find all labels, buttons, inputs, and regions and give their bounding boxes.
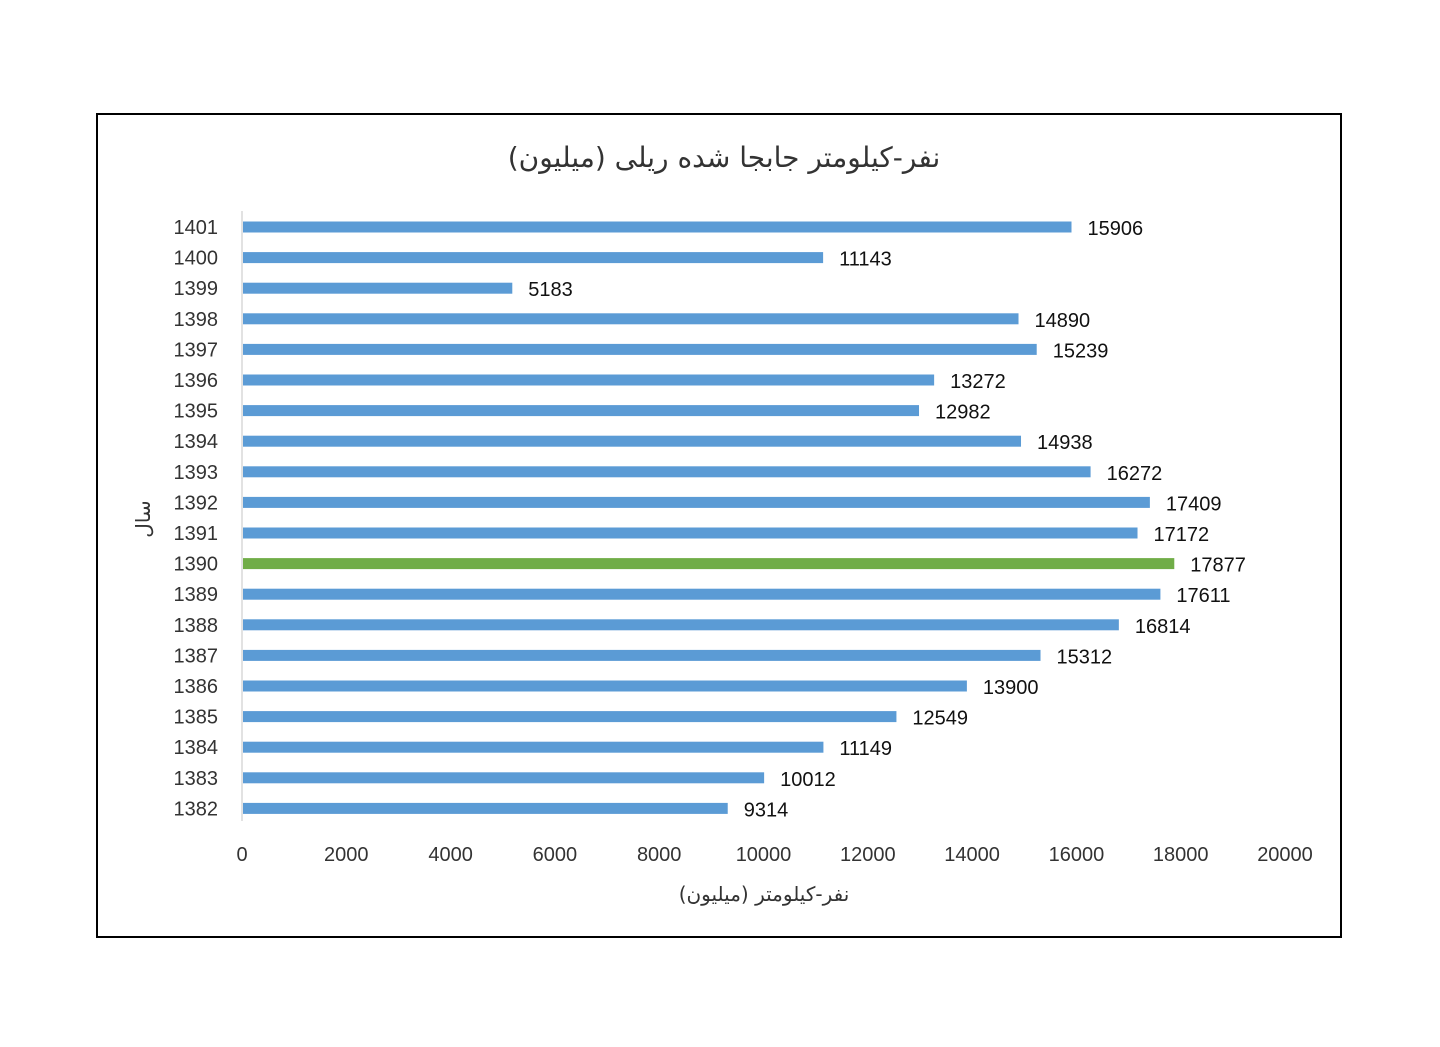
bar-1398 [243,313,1019,325]
chart-title: نفر-کیلومتر جابجا شده ریلی (میلیون) [508,141,941,174]
x-tick-label-14000: 14000 [944,844,1000,866]
y-tick-label-1401: 1401 [174,217,219,239]
data-label-1384: 11149 [839,738,892,760]
y-tick-label-1394: 1394 [174,431,219,453]
data-label-1387: 15312 [1057,646,1113,668]
bar-1397 [243,343,1037,355]
bar-1393 [243,466,1091,478]
bar-1400 [243,252,824,264]
data-label-1388: 16814 [1135,616,1191,638]
data-label-1391: 17172 [1154,524,1210,546]
data-label-1395: 12982 [935,402,991,424]
bar-1388 [243,619,1119,631]
y-axis: 1401 1400 1399 1398 1397 1396 1395 1394 1393 1392… [174,211,243,821]
data-label-1389: 17611 [1176,585,1230,607]
y-tick-label-1392: 1392 [174,492,219,514]
data-label-1400: 11143 [839,249,892,271]
x-tick-label-20000: 20000 [1257,844,1313,866]
bar-1383 [243,772,765,784]
bar-1401 [243,221,1072,233]
bar-1390 [243,558,1175,570]
bar-1384 [243,741,824,753]
y-tick-label-1400: 1400 [174,248,219,270]
data-label-1386: 13900 [983,677,1039,699]
y-tick-label-1386: 1386 [174,676,219,698]
y-tick-label-1385: 1385 [174,707,219,729]
bar-1395 [243,405,920,417]
x-tick-label-4000: 4000 [428,844,473,866]
data-label-1392: 17409 [1166,493,1222,515]
y-tick-label-1382: 1382 [174,798,219,820]
bar-1394 [243,435,1022,447]
data-label-1393: 16272 [1107,463,1163,485]
bar-1392 [243,496,1150,508]
data-label-1394: 14938 [1037,432,1093,454]
x-tick-label-18000: 18000 [1153,844,1209,866]
bar-1386 [243,680,967,692]
bar-1382 [243,802,728,814]
y-tick-label-1398: 1398 [174,309,219,331]
y-tick-label-1396: 1396 [174,370,219,392]
y-tick-label-1390: 1390 [174,554,219,576]
data-label-1385: 12549 [912,708,968,730]
y-tick-label-1399: 1399 [174,278,219,300]
x-tick-label-8000: 8000 [637,844,682,866]
data-label-1401: 15906 [1087,218,1143,240]
y-axis-title: سال [131,500,155,537]
data-label-1398: 14890 [1035,310,1091,332]
bar-chart: نفر-کیلومتر جابجا شده ریلی (میلیون) 1590… [131,141,1313,906]
x-tick-label-10000: 10000 [736,844,792,866]
x-tick-label-2000: 2000 [324,844,369,866]
data-label-1390: 17877 [1190,555,1246,577]
y-tick-label-1389: 1389 [174,584,219,606]
data-label-1399: 5183 [528,279,573,301]
y-tick-label-1391: 1391 [174,523,219,545]
bar-1387 [243,649,1041,661]
x-axis-title: نفر-کیلومتر (میلیون) [679,882,850,906]
y-tick-label-1383: 1383 [174,768,219,790]
bars-group: 15906 11143 5183 14890 15239 13272 12982 14938 1… [243,218,1246,821]
y-tick-label-1388: 1388 [174,615,219,637]
bar-1391 [243,527,1138,539]
bar-1399 [243,282,513,294]
y-tick-label-1387: 1387 [174,645,219,667]
data-label-1383: 10012 [780,769,836,791]
x-tick-label-0: 0 [236,844,247,866]
data-label-1397: 15239 [1053,340,1109,362]
chart-frame: نفر-کیلومتر جابجا شده ریلی (میلیون) 1590… [96,113,1342,938]
y-tick-label-1395: 1395 [174,401,219,423]
x-tick-label-12000: 12000 [840,844,896,866]
bar-1396 [243,374,935,386]
y-tick-label-1393: 1393 [174,462,219,484]
bar-1389 [243,588,1161,600]
y-tick-label-1397: 1397 [174,339,219,361]
x-tick-label-16000: 16000 [1049,844,1105,866]
x-axis: 0 2000 4000 6000 8000 10000 12000 14000 16000 180… [236,844,1312,866]
data-label-1396: 13272 [950,371,1006,393]
y-tick-label-1384: 1384 [174,737,219,759]
data-label-1382: 9314 [744,799,789,821]
bar-1385 [243,711,897,723]
x-tick-label-6000: 6000 [533,844,578,866]
